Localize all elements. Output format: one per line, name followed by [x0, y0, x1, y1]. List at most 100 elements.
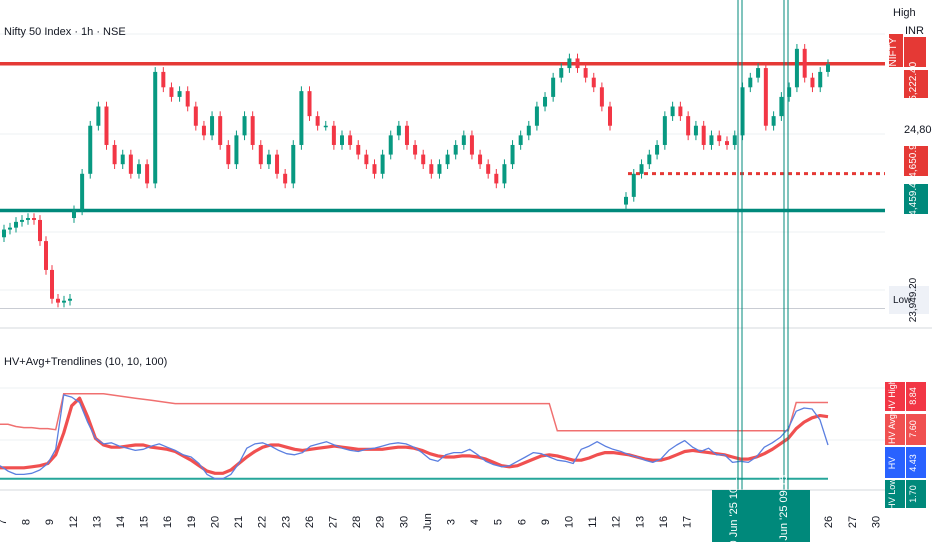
candle-body	[26, 218, 30, 220]
candle-body	[678, 106, 683, 117]
candle-body	[72, 210, 76, 219]
candle-body	[323, 125, 328, 128]
candle-body	[478, 154, 483, 165]
candle-body	[169, 87, 174, 97]
time-axis-label: 19	[186, 516, 198, 528]
symbol-tag-text: NIFTY	[888, 37, 899, 66]
candle-body	[185, 91, 190, 107]
hv-series-line	[0, 394, 829, 480]
candle-body	[494, 173, 499, 184]
candle-body	[639, 164, 644, 174]
hv-high-tag	[885, 382, 905, 411]
candle-body	[725, 141, 729, 145]
candle-body	[104, 106, 109, 145]
time-axis-label: 9	[540, 519, 552, 525]
hv-tag	[885, 447, 905, 478]
candle-body	[686, 116, 691, 136]
candle-body	[275, 154, 280, 174]
hv-high-label: HV High	[887, 379, 897, 413]
candle-body	[404, 125, 409, 145]
hv-avg-label: HV Avg	[887, 414, 897, 444]
candle-body	[250, 116, 255, 145]
candle-body	[68, 298, 72, 301]
time-axis-label: 26	[823, 516, 835, 528]
candle-body	[756, 68, 761, 78]
price-axis[interactable]: High INR 24,800.00 NIFTY 25,222.40 24,65…	[888, 7, 932, 322]
indicator-pane[interactable]	[0, 393, 829, 480]
time-axis-label: 26	[304, 516, 316, 528]
cursor-time-label-1: Fri 20 Jun '25 10:15	[728, 472, 740, 550]
time-axis-label: 6	[516, 519, 528, 525]
low-tag	[889, 286, 929, 314]
price-pane[interactable]	[0, 44, 885, 310]
candle-body	[469, 135, 474, 155]
hv-low-value: 1.70	[908, 485, 918, 503]
candle-body	[787, 87, 792, 97]
time-axis-label: 21	[233, 516, 245, 528]
indicator-title[interactable]: HV+Avg+Trendlines (10, 10, 100)	[4, 356, 167, 368]
candle-body	[291, 144, 296, 184]
indicator-axis-tags[interactable]: HV High 8.84 HV Avg 7.60 HV 4.43 HV Low …	[885, 379, 926, 510]
candle-body	[543, 96, 548, 107]
time-axis-label: 14	[115, 516, 127, 528]
hv-value: 4.43	[908, 454, 918, 472]
candle-body	[647, 154, 652, 165]
time-axis-label: 23	[280, 516, 292, 528]
candle-body	[153, 71, 158, 184]
candle-body	[218, 116, 223, 145]
time-axis-label: 28	[351, 516, 363, 528]
candle-body	[693, 125, 698, 136]
candle-body	[307, 91, 312, 117]
candle-body	[120, 154, 125, 165]
hv-high-value: 8.84	[908, 387, 918, 405]
time-axis-label: 5	[493, 519, 505, 525]
candle-body	[502, 164, 507, 184]
time-axis-label: 10	[564, 516, 576, 528]
low-tag-value: 23,949.20	[908, 277, 919, 322]
candle-body	[802, 48, 807, 78]
candle-body	[437, 164, 442, 174]
time-axis-label: 16	[658, 516, 670, 528]
candle-body	[62, 300, 66, 303]
candle-body	[258, 144, 263, 165]
candle-body	[340, 135, 344, 145]
symbol-tag-value-box	[904, 37, 926, 67]
candle-body	[96, 106, 101, 126]
candle-body	[136, 164, 141, 174]
price-axis-header-currency: INR	[905, 25, 924, 37]
time-axis-label: 13	[91, 516, 103, 528]
candle-body	[567, 58, 572, 69]
candle-body	[14, 221, 18, 228]
candle-body	[763, 68, 768, 126]
candle-body	[2, 229, 6, 238]
candle-body	[608, 106, 612, 126]
candle-body	[356, 144, 361, 155]
candle-body	[242, 116, 247, 136]
candle-body	[413, 144, 418, 155]
candle-body	[526, 125, 531, 136]
low-tag-label: Low	[893, 295, 912, 306]
candle-body	[779, 96, 784, 117]
hv-avg-value: 7.60	[908, 420, 918, 438]
candle-body	[794, 48, 799, 88]
time-axis[interactable]: 7 8 9 12 13 14 15 16 19 20 21 22 23 26 27 28 29 30 Jun 3 4 5 6…	[0, 513, 882, 531]
candle-body	[88, 125, 93, 174]
candle-body	[396, 125, 401, 136]
time-axis-label: 22	[257, 516, 269, 528]
hv-low-value-box	[906, 480, 926, 508]
symbol-title[interactable]: Nifty 50 Index · 1h · NSE	[4, 26, 126, 38]
hv-avg-value-box	[906, 414, 926, 445]
candle-body	[583, 68, 588, 78]
last-price-tag	[904, 70, 928, 98]
hv-high-series-line	[0, 393, 828, 432]
time-axis-label: 20	[209, 516, 221, 528]
candle-body	[826, 64, 830, 72]
time-axis-label: 7	[0, 519, 9, 525]
candle-body	[599, 87, 604, 107]
candle-body	[315, 116, 320, 126]
candle-body	[709, 135, 714, 145]
candle-body	[429, 164, 434, 174]
candle-body	[701, 125, 706, 145]
